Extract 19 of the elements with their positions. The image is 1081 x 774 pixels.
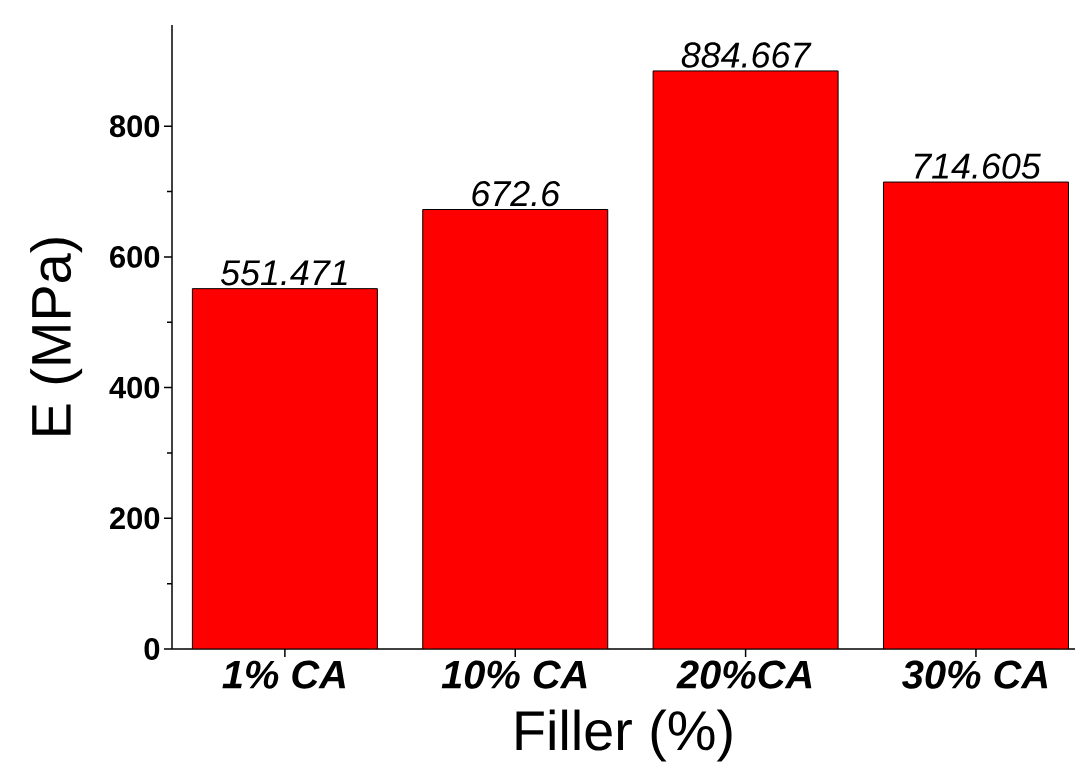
data-label: 551.471	[220, 260, 347, 286]
x-tick-label: 20%CA	[676, 660, 812, 689]
x-axis-title: Filler (%)	[516, 709, 732, 762]
y-tick-label: 800	[109, 115, 160, 138]
data-label: 672.6	[472, 180, 561, 207]
bar	[191, 288, 378, 649]
bar	[882, 181, 1069, 649]
bar	[652, 70, 839, 649]
y-tick-label: 0	[144, 638, 160, 660]
x-tick-label: 10% CA	[441, 660, 587, 689]
x-tick-label: 30% CA	[902, 660, 1048, 689]
x-tick-label: 1% CA	[222, 660, 346, 689]
y-tick-label: 600	[110, 246, 160, 268]
y-tick-label: 200	[110, 507, 160, 530]
y-tick-label: 400	[109, 376, 160, 399]
data-label: 884.667	[681, 42, 812, 68]
y-axis-title: E (MPa)	[30, 238, 83, 435]
data-label: 714.605	[914, 153, 1041, 179]
bar	[422, 209, 609, 649]
